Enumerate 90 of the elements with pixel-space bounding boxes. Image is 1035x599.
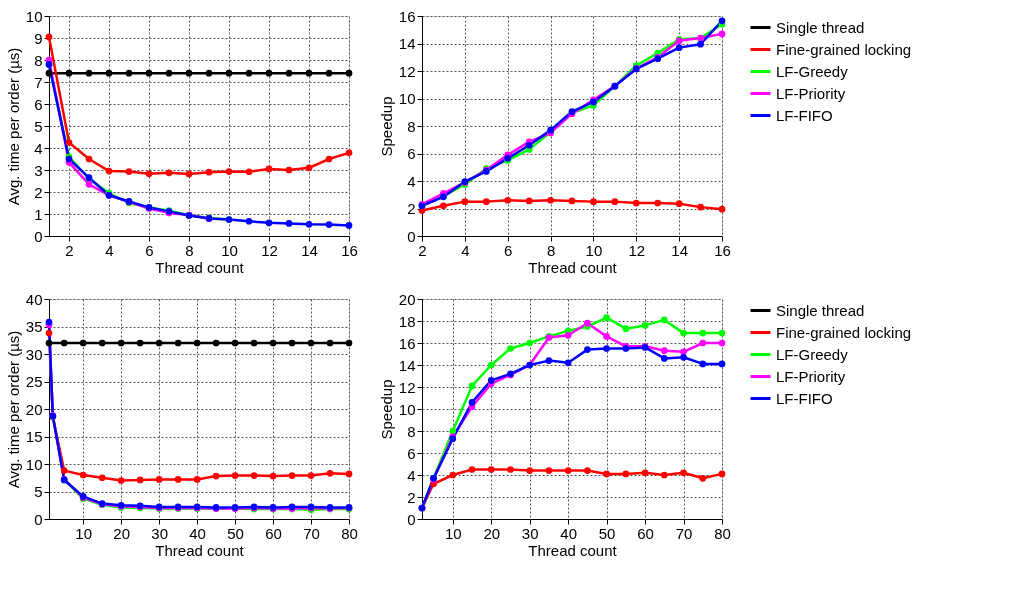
x-tick-label: 80 xyxy=(341,524,358,542)
legend-label: LF-Greedy xyxy=(776,62,849,80)
legend-label: LF-FIFO xyxy=(776,106,833,124)
y-tick-label: 8 xyxy=(34,51,43,69)
y-tick-label: 0 xyxy=(34,227,43,245)
y-tick-label: 2 xyxy=(34,183,43,201)
y-tick-label: 6 xyxy=(407,145,416,162)
y-tick-label: 10 xyxy=(398,400,416,418)
x-tick-label: 10 xyxy=(75,524,93,542)
y-tick-label: 16 xyxy=(398,334,416,352)
y-tick-label: 14 xyxy=(398,35,416,52)
x-tick-label: 50 xyxy=(227,524,244,542)
y-tick-label: 14 xyxy=(398,356,416,374)
y-tick-label: 9 xyxy=(34,29,43,47)
x-tick-label: 8 xyxy=(546,241,556,259)
x-tick-label: 30 xyxy=(151,524,168,542)
y-tick-label: 40 xyxy=(25,290,43,308)
y-tick-label: 1 xyxy=(34,205,43,223)
x-tick-label: 50 xyxy=(598,524,616,542)
y-tick-label: 5 xyxy=(34,117,43,135)
y-tick-label: 30 xyxy=(25,345,43,363)
legend-label: LF-Greedy xyxy=(776,345,849,363)
legend-label: Single thread xyxy=(776,18,865,36)
y-tick-label: 10 xyxy=(398,90,416,107)
x-tick-label: 10 xyxy=(585,241,603,259)
x-tick-label: 2 xyxy=(418,241,427,259)
x-tick-label: 4 xyxy=(461,241,470,259)
y-tick-label: 35 xyxy=(25,318,43,335)
x-tick-label: 4 xyxy=(105,241,114,259)
x-tick-label: 6 xyxy=(145,241,154,259)
y-tick-label: 7 xyxy=(34,73,43,91)
x-tick-label: 80 xyxy=(714,524,731,542)
y-axis-title: Avg. time per order (µs) xyxy=(4,330,22,489)
y-tick-label: 4 xyxy=(407,466,416,484)
x-axis-title: Thread count xyxy=(155,541,245,559)
y-tick-label: 18 xyxy=(398,312,416,330)
y-axis-title: Avg. time per order (µs) xyxy=(4,47,22,206)
x-tick-label: 20 xyxy=(113,524,130,542)
y-tick-label: 25 xyxy=(25,373,43,390)
x-tick-label: 60 xyxy=(637,524,654,542)
y-axis-title: Speedup xyxy=(377,96,395,157)
x-tick-label: 10 xyxy=(444,524,462,542)
y-tick-label: 5 xyxy=(34,483,43,500)
x-axis-title: Thread count xyxy=(528,258,618,276)
x-tick-label: 12 xyxy=(628,241,646,259)
y-tick-label: 20 xyxy=(25,400,43,418)
legend-label: Fine-grained locking xyxy=(776,323,912,341)
y-tick-label: 6 xyxy=(34,95,43,113)
x-tick-label: 14 xyxy=(671,241,688,259)
y-tick-label: 4 xyxy=(407,172,416,190)
y-tick-label: 12 xyxy=(398,378,416,396)
x-tick-label: 10 xyxy=(221,241,238,259)
y-axis-title: Speedup xyxy=(377,379,395,440)
y-tick-label: 4 xyxy=(34,139,43,157)
y-tick-label: 15 xyxy=(25,428,43,445)
x-tick-label: 70 xyxy=(675,524,693,542)
y-tick-label: 20 xyxy=(398,290,416,308)
y-tick-label: 10 xyxy=(25,455,43,473)
y-tick-label: 8 xyxy=(407,117,416,135)
y-tick-label: 16 xyxy=(398,7,416,25)
y-tick-label: 3 xyxy=(34,161,43,179)
x-tick-label: 14 xyxy=(301,241,318,259)
x-tick-label: 2 xyxy=(65,241,74,259)
x-tick-label: 40 xyxy=(560,524,577,542)
legend-label: LF-FIFO xyxy=(776,389,833,407)
legend-label: LF-Priority xyxy=(776,84,846,102)
x-tick-label: 12 xyxy=(261,241,278,259)
y-tick-label: 8 xyxy=(407,422,416,440)
y-tick-label: 2 xyxy=(407,488,416,506)
x-tick-label: 20 xyxy=(483,524,501,542)
y-tick-label: 0 xyxy=(34,510,43,528)
x-tick-label: 16 xyxy=(341,241,358,259)
y-tick-label: 12 xyxy=(398,62,416,80)
x-tick-label: 70 xyxy=(303,524,320,542)
y-tick-label: 0 xyxy=(407,227,416,245)
x-tick-label: 16 xyxy=(714,241,731,259)
x-tick-label: 30 xyxy=(521,524,539,542)
x-tick-label: 60 xyxy=(265,524,282,542)
legend-label: Single thread xyxy=(776,301,865,319)
x-axis-title: Thread count xyxy=(155,258,245,276)
y-tick-label: 6 xyxy=(407,444,416,462)
legend-label: Fine-grained locking xyxy=(776,40,912,58)
x-tick-label: 8 xyxy=(185,241,194,259)
x-tick-label: 6 xyxy=(504,241,513,259)
x-axis-title: Thread count xyxy=(528,541,618,559)
x-tick-label: 40 xyxy=(189,524,206,542)
y-tick-label: 2 xyxy=(407,200,416,217)
y-tick-label: 10 xyxy=(25,7,43,25)
y-tick-label: 0 xyxy=(407,510,416,528)
legend-label: LF-Priority xyxy=(776,367,846,385)
